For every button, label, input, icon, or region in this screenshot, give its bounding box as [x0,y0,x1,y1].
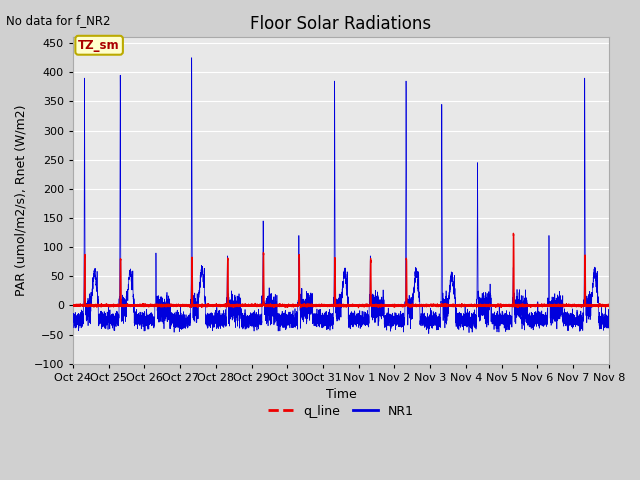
Legend: q_line, NR1: q_line, NR1 [263,400,419,423]
Text: TZ_sm: TZ_sm [78,39,120,52]
Title: Floor Solar Radiations: Floor Solar Radiations [250,15,431,33]
X-axis label: Time: Time [326,388,356,401]
Y-axis label: PAR (umol/m2/s), Rnet (W/m2): PAR (umol/m2/s), Rnet (W/m2) [15,105,28,296]
Text: No data for f_NR2: No data for f_NR2 [6,14,111,27]
